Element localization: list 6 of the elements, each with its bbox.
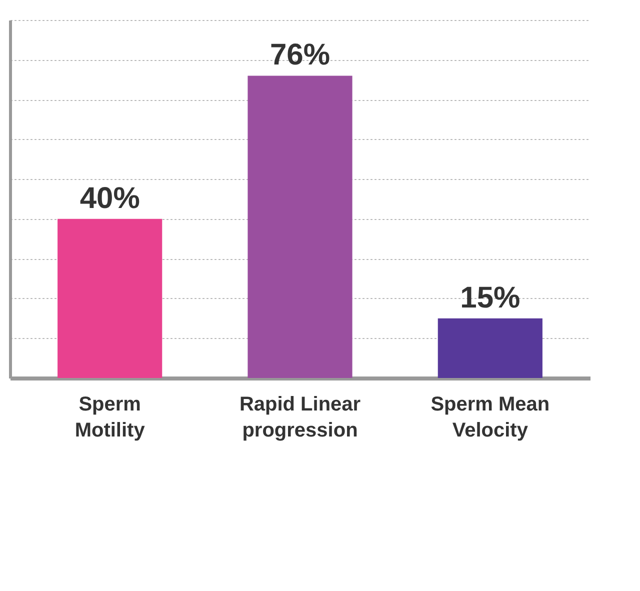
x-tick-label: Sperm Mean Velocity bbox=[430, 394, 550, 442]
x-tick-label: Rapid Linear progression bbox=[239, 394, 361, 442]
x-tick-label: Sperm Motility bbox=[74, 394, 146, 442]
data-label: 15% bbox=[460, 281, 520, 314]
data-label: 76% bbox=[270, 38, 330, 72]
data-label: 40% bbox=[80, 182, 140, 215]
